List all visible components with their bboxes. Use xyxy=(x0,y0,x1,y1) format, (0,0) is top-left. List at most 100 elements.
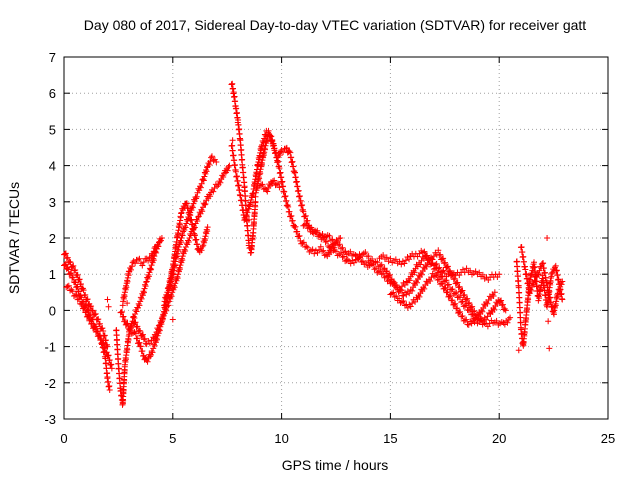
data-point-marker xyxy=(544,284,551,291)
data-point-marker xyxy=(95,332,102,339)
data-point-marker xyxy=(296,232,303,239)
data-point-marker xyxy=(201,201,208,208)
data-point-marker xyxy=(97,337,104,344)
data-point-marker xyxy=(68,270,75,277)
data-point-marker xyxy=(428,255,435,262)
data-point-marker xyxy=(293,178,300,185)
data-point-marker xyxy=(465,307,472,314)
data-point-marker xyxy=(436,252,443,259)
data-point-marker xyxy=(230,85,237,92)
data-point-marker xyxy=(236,186,243,193)
data-point-marker xyxy=(140,289,147,296)
data-point-marker xyxy=(553,267,560,274)
data-point-marker xyxy=(466,299,473,306)
data-point-marker xyxy=(99,340,106,347)
data-point-marker xyxy=(542,269,549,276)
data-point-marker xyxy=(195,214,202,221)
data-point-marker xyxy=(387,276,394,283)
data-point-marker xyxy=(417,261,424,268)
data-point-marker xyxy=(145,257,152,264)
data-point-marker xyxy=(442,277,449,284)
data-point-marker xyxy=(336,241,343,248)
data-point-marker xyxy=(82,291,89,298)
data-point-marker xyxy=(252,198,259,205)
data-point-marker xyxy=(144,358,151,365)
data-point-marker xyxy=(288,212,295,219)
data-point-marker xyxy=(449,297,456,304)
data-point-marker xyxy=(139,331,146,338)
data-point-marker xyxy=(224,167,231,174)
data-point-marker xyxy=(423,263,430,270)
data-point-marker xyxy=(139,292,146,299)
data-point-marker xyxy=(179,232,186,239)
data-point-marker xyxy=(148,266,155,273)
data-point-marker xyxy=(463,265,470,272)
data-point-marker xyxy=(77,280,84,287)
data-point-marker xyxy=(207,158,214,165)
data-point-marker xyxy=(202,166,209,173)
data-point-marker xyxy=(161,298,168,305)
data-point-marker xyxy=(139,262,146,269)
data-point-marker xyxy=(535,292,542,299)
data-point-marker xyxy=(260,186,267,193)
data-point-marker xyxy=(159,316,166,323)
data-point-marker xyxy=(134,256,141,263)
data-point-marker xyxy=(101,345,108,352)
data-point-marker xyxy=(289,158,296,165)
data-point-marker xyxy=(271,177,278,184)
data-point-marker xyxy=(517,309,524,316)
data-point-marker xyxy=(258,182,265,189)
data-point-marker xyxy=(239,202,246,209)
data-point-marker xyxy=(225,164,232,171)
data-point-marker xyxy=(559,278,566,285)
data-point-marker xyxy=(283,197,290,204)
data-point-marker xyxy=(269,178,276,185)
data-point-marker xyxy=(197,184,204,191)
data-point-marker xyxy=(456,283,463,290)
data-point-marker xyxy=(548,273,555,280)
data-point-marker xyxy=(70,262,77,269)
data-point-marker xyxy=(447,269,454,276)
data-point-marker xyxy=(457,294,464,301)
data-point-marker xyxy=(64,283,71,290)
data-point-marker xyxy=(71,267,78,274)
data-point-marker xyxy=(303,220,310,227)
data-point-marker xyxy=(130,313,137,320)
data-point-marker xyxy=(396,295,403,302)
data-point-marker xyxy=(178,209,185,216)
data-point-marker xyxy=(458,313,465,320)
data-point-marker xyxy=(69,263,76,270)
y-tick-label: 0 xyxy=(49,303,56,318)
data-point-marker xyxy=(80,287,87,294)
data-point-marker xyxy=(141,285,148,292)
y-tick-label: -2 xyxy=(44,376,56,391)
data-point-marker xyxy=(277,169,284,176)
data-point-marker xyxy=(273,154,280,161)
data-point-marker xyxy=(413,279,420,286)
data-point-marker xyxy=(374,259,381,266)
data-point-marker xyxy=(231,93,238,100)
data-point-marker xyxy=(362,249,369,256)
data-point-marker xyxy=(531,277,538,284)
data-point-marker xyxy=(239,156,246,163)
data-point-marker xyxy=(490,293,497,300)
data-point-marker xyxy=(392,256,399,263)
data-point-marker xyxy=(101,332,108,339)
data-point-marker xyxy=(202,200,209,207)
data-point-marker xyxy=(123,321,130,328)
x-tick-label: 20 xyxy=(492,431,506,446)
data-point-marker xyxy=(545,318,552,325)
data-point-marker xyxy=(302,244,309,251)
data-point-marker xyxy=(180,228,187,235)
data-point-marker xyxy=(303,243,310,250)
data-point-marker xyxy=(185,238,192,245)
data-point-marker xyxy=(199,243,206,250)
data-point-marker xyxy=(262,185,269,192)
data-point-marker xyxy=(124,300,131,307)
data-point-marker xyxy=(298,240,305,247)
data-point-marker xyxy=(92,310,99,317)
data-point-marker xyxy=(441,270,448,277)
data-point-marker xyxy=(124,320,131,327)
data-point-marker xyxy=(130,314,137,321)
data-point-marker xyxy=(193,193,200,200)
